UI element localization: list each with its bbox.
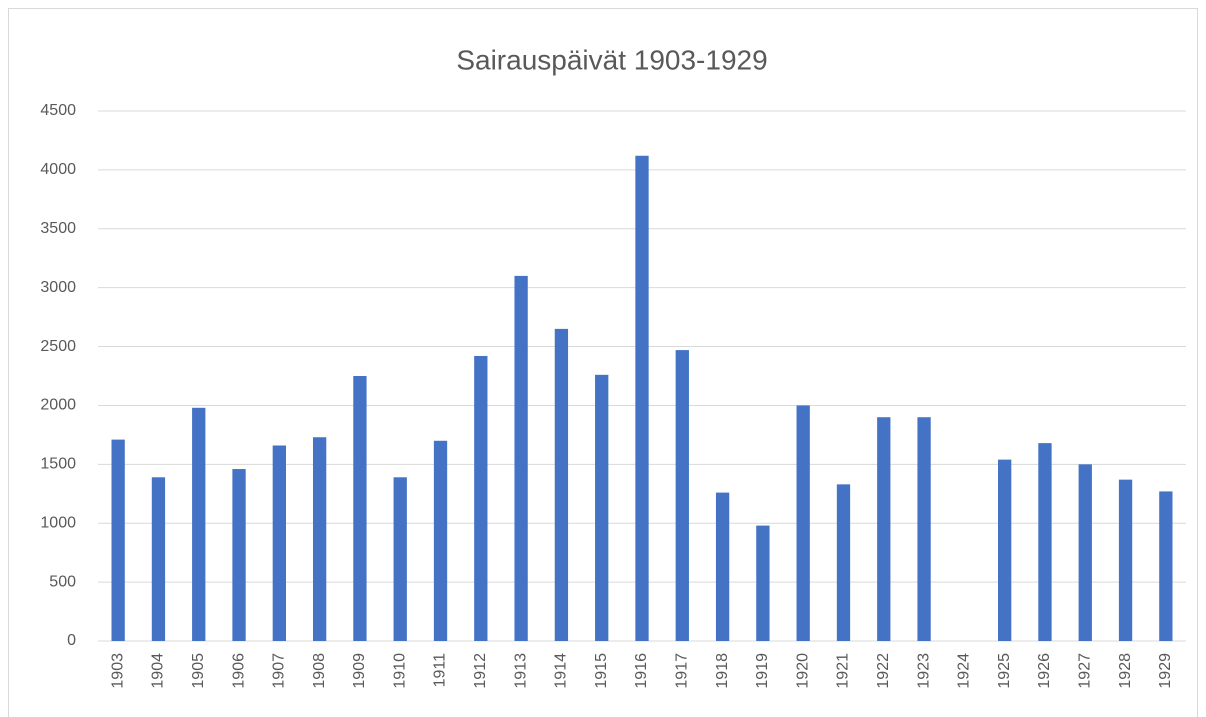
y-tick-label: 3500 <box>40 220 76 237</box>
bar <box>756 525 770 641</box>
bar <box>111 439 125 641</box>
bar <box>192 407 206 641</box>
x-tick-label: 1917 <box>674 653 691 689</box>
y-tick-label: 1000 <box>40 514 76 531</box>
x-tick-label: 1929 <box>1157 653 1174 689</box>
x-tick-label: 1915 <box>593 653 610 689</box>
x-tick-label: 1926 <box>1036 653 1053 689</box>
x-tick-label: 1922 <box>875 653 892 689</box>
x-tick-label: 1906 <box>230 653 247 689</box>
bar <box>877 417 891 641</box>
y-tick-label: 500 <box>49 573 76 590</box>
y-tick-label: 2000 <box>40 397 76 414</box>
bar <box>595 374 609 641</box>
chart-title: Sairauspäivät 1903-1929 <box>456 44 767 75</box>
bar <box>232 469 246 641</box>
y-tick-label: 3000 <box>40 279 76 296</box>
bar <box>474 355 488 641</box>
bar <box>635 155 649 641</box>
x-tick-label: 1910 <box>391 653 408 689</box>
bar <box>272 445 286 641</box>
y-tick-label: 2500 <box>40 338 76 355</box>
x-tick-label: 1918 <box>714 653 731 689</box>
bar <box>675 350 689 641</box>
x-tick-label: 1924 <box>956 653 973 689</box>
y-tick-label: 4000 <box>40 161 76 178</box>
x-tick-label: 1913 <box>512 653 529 689</box>
x-tick-label: 1921 <box>835 653 852 689</box>
x-tick-label: 1925 <box>996 653 1013 689</box>
x-tick-label: 1903 <box>109 653 126 689</box>
x-tick-label: 1907 <box>271 653 288 689</box>
y-tick-label: 0 <box>67 632 76 649</box>
bar <box>151 477 166 641</box>
x-tick-label: 1908 <box>311 653 328 689</box>
bar <box>433 440 448 641</box>
x-tick-label: 1905 <box>190 653 207 689</box>
bar <box>715 492 730 641</box>
bar <box>312 437 327 641</box>
x-tick-label: 1927 <box>1076 653 1093 689</box>
bar <box>796 405 810 641</box>
bar <box>1038 443 1052 641</box>
x-tick-label: 1909 <box>351 653 368 689</box>
bar <box>353 376 367 641</box>
bar <box>836 484 851 641</box>
bar <box>998 459 1012 641</box>
bar <box>1159 491 1173 641</box>
y-tick-label: 4500 <box>40 102 76 119</box>
bar <box>393 477 407 641</box>
x-tick-label: 1923 <box>915 653 932 689</box>
bar <box>554 328 569 641</box>
x-tick-label: 1928 <box>1117 653 1134 689</box>
x-tick-label: 1912 <box>472 653 489 689</box>
x-tick-label: 1914 <box>553 653 570 689</box>
bar <box>1078 464 1092 641</box>
bar <box>917 417 931 641</box>
y-tick-label: 1500 <box>40 456 76 473</box>
x-tick-label: 1919 <box>754 653 771 689</box>
bar <box>514 275 528 641</box>
x-tick-label: 1916 <box>633 653 650 689</box>
bar <box>1118 479 1133 641</box>
x-tick-label: 1911 <box>432 653 449 688</box>
x-tick-label: 1920 <box>794 653 811 689</box>
x-tick-label: 1904 <box>150 653 167 689</box>
